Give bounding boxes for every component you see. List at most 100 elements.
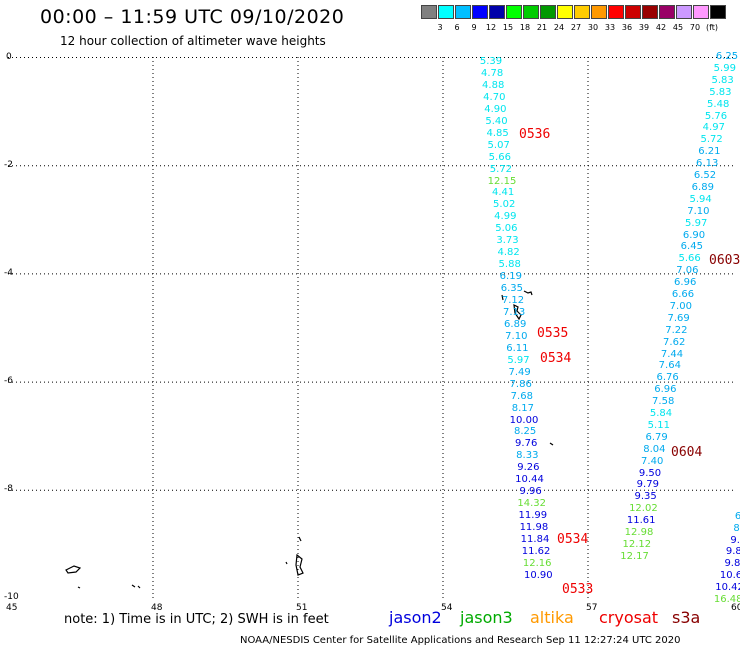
wave-height-value: 4.99	[494, 211, 517, 223]
wave-height-value: 10.90	[523, 569, 553, 581]
wave-height-value: 5.88	[498, 259, 521, 271]
wave-height-value: 6.35	[500, 283, 524, 295]
y-axis-tick-label: -6	[4, 376, 13, 386]
wave-height-value: 9.76	[515, 438, 538, 450]
color-scale-label: 18	[519, 23, 531, 32]
color-swatch	[642, 5, 658, 19]
x-axis-tick-label: 60	[731, 603, 740, 613]
pass-time-label: 0536	[519, 127, 551, 142]
island-coastline	[131, 584, 141, 589]
map-canvas	[8, 57, 733, 598]
wave-height-value: 5.76	[704, 110, 728, 122]
wave-height-value: 6.45	[680, 241, 703, 253]
wave-height-value: 4.41	[491, 187, 515, 199]
wave-height-value: 7.69	[667, 312, 690, 324]
color-scale-label: 39	[638, 23, 650, 32]
wave-height-value: 6.79	[645, 431, 668, 443]
wave-height-value: 10.42	[715, 581, 740, 593]
wave-height-value: 4.78	[480, 67, 504, 79]
wave-height-value: 12.12	[622, 538, 652, 550]
wave-height-value: 6.11	[506, 342, 529, 354]
wave-height-value: 5.72	[489, 163, 513, 175]
wave-height-value: 6.19	[499, 271, 522, 283]
color-swatch	[693, 5, 709, 19]
wave-height-value: 7.00	[669, 300, 692, 312]
wave-height-value: 11.84	[520, 534, 550, 545]
wave-height-value: 6.96	[674, 277, 697, 289]
wave-height-value: 4.85	[486, 127, 509, 139]
y-axis-tick-label: -4	[4, 268, 13, 278]
wave-height-value: 7.10	[687, 205, 710, 217]
wave-height-value: 7.58	[652, 396, 675, 408]
units-note: note: 1) Time is in UTC; 2) SWH is in fe…	[64, 612, 329, 627]
wave-height-value: 8.33	[516, 450, 539, 462]
wave-height-value: 7.06	[676, 265, 699, 277]
wave-height-value: 5.11	[647, 419, 670, 431]
wave-height-value: 7.22	[665, 324, 688, 336]
island-coastline	[549, 442, 554, 446]
wave-height-value: 8.17	[511, 402, 535, 414]
wave-height-value: 6.25	[715, 51, 739, 62]
color-scale-label: 3	[437, 23, 443, 32]
wave-height-value: 7.49	[508, 366, 531, 378]
color-swatch	[608, 5, 624, 19]
wave-height-value: 4.90	[484, 103, 507, 115]
island-coastline	[501, 294, 504, 301]
color-swatch	[540, 5, 556, 19]
wave-height-value: 3.73	[496, 235, 519, 247]
wave-height-value: 6.89	[504, 318, 527, 330]
color-scale-label: 45	[672, 23, 684, 32]
wave-height-value: 11.62	[521, 545, 551, 557]
island-coastline	[513, 303, 522, 321]
color-scale-label: 9	[471, 23, 477, 32]
wave-height-value: 5.39	[479, 56, 503, 67]
x-axis-tick-label: 48	[151, 603, 163, 613]
wave-height-value: 11.61	[626, 515, 656, 527]
x-axis-tick-label: 54	[441, 603, 453, 613]
wave-height-value: 9.8	[724, 558, 740, 570]
wave-height-value: 7.62	[663, 336, 686, 348]
wave-height-value: 10.6	[719, 570, 740, 581]
wave-height-value: 9.8	[725, 546, 740, 558]
color-scale-label: 27	[570, 23, 582, 32]
wave-height-value: 5.06	[495, 223, 518, 235]
legend-entry-s3a: s3a	[672, 608, 701, 627]
wave-height-value: 16.48	[713, 593, 740, 605]
pass-time-label: 0603	[709, 253, 740, 268]
wave-height-value: 12.17	[620, 550, 649, 562]
y-axis-tick-label: -10	[4, 592, 19, 602]
color-swatch	[574, 5, 590, 19]
color-scale-label: 70	[689, 23, 701, 32]
wave-height-value: 4.88	[482, 79, 505, 91]
wave-height-value: 6.21	[698, 146, 721, 158]
wave-height-value: 11.98	[519, 522, 549, 534]
wave-height-value: 6.66	[671, 289, 695, 300]
wave-height-value: 6.52	[693, 170, 717, 181]
pass-time-label: 0534	[557, 532, 589, 547]
color-swatch	[506, 5, 522, 19]
wave-height-value: 5.48	[707, 98, 730, 110]
wave-height-value: 5.40	[485, 115, 508, 127]
wave-height-value: 7.12	[501, 295, 525, 306]
wave-height-value: 9.	[730, 534, 740, 546]
wave-height-value: 8.25	[513, 426, 537, 438]
wave-height-value: 5.94	[689, 193, 712, 205]
color-swatch	[472, 5, 488, 19]
pass-time-label: 0534	[540, 351, 572, 366]
color-swatch	[421, 5, 437, 19]
wave-height-value: 11.99	[518, 510, 548, 522]
color-scale-label: 24	[553, 23, 565, 32]
legend-entry-cryosat: cryosat	[599, 608, 659, 627]
wave-height-value: 5.97	[685, 217, 708, 229]
x-axis-tick-label: 57	[586, 603, 598, 613]
pass-time-label: 0533	[562, 582, 594, 597]
wave-height-value: 5.07	[487, 139, 510, 151]
wave-height-value: 5.72	[700, 134, 723, 146]
color-scale-label: 30	[587, 23, 599, 32]
wave-height-value: 7.64	[658, 360, 681, 372]
wave-height-value: 7.13	[502, 306, 526, 318]
wave-height-value: 5.83	[709, 86, 732, 98]
color-swatch	[557, 5, 573, 19]
wave-height-value: 9.26	[517, 462, 540, 474]
wave-height-value: 12.02	[629, 503, 658, 515]
